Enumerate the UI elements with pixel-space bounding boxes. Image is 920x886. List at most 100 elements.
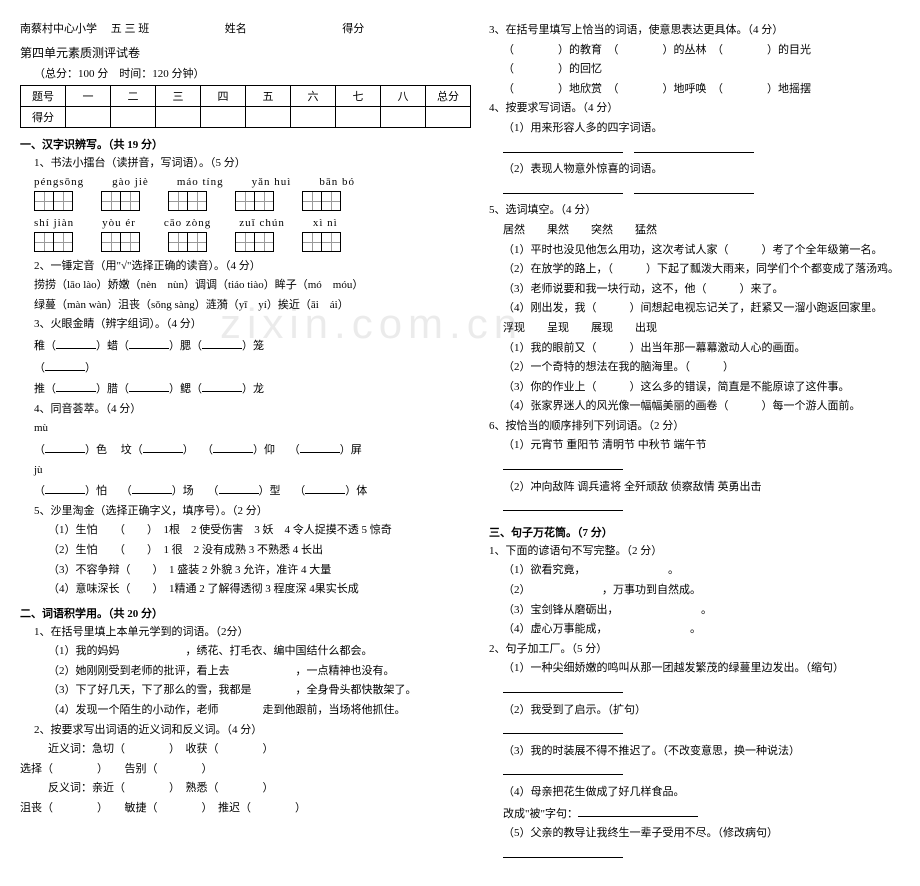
q2-1: 1、在括号里填上本单元学到的词语。（2分） [20,624,445,642]
tianzi-grid [302,191,341,211]
blank-line [475,498,900,518]
blank-line [475,845,900,865]
pinyin: gào jiè [112,176,149,188]
exam-title: 第四单元素质测评试卷 [20,44,445,61]
q2-1d: （4）发现一个陌生的小动作，老师 走到他跟前，当场将他抓住。 [20,702,445,720]
th: 六 [291,86,336,107]
q1-3a: 稚（）蜡（）腮（）笼 [20,336,445,356]
s3q1d: （4）虚心万事能成， 。 [475,621,900,639]
q5c: （3）老师说要和我一块行动，这不，他（ ）来了。 [475,281,900,299]
s3q2a: （1）一种尖细娇嫩的鸣叫从那一团越发繁茂的绿蔓里边发出。（缩句） [475,660,900,678]
q4b: （2）表现人物意外惊喜的词语。 [475,161,900,179]
s3q2e: （5）父亲的教导让我终生一辈子受用不尽。（修改病句） [475,825,900,843]
s3q2d2: 改成"被"字句： [475,804,900,824]
page: 南蔡村中心小学 五 三 班 姓名 得分 第四单元素质测评试卷 （总分：100 分… [20,20,900,866]
blank-line [475,457,900,477]
left-column: 南蔡村中心小学 五 三 班 姓名 得分 第四单元素质测评试卷 （总分：100 分… [20,20,445,866]
th: 二 [111,86,156,107]
q5h: （4）张家界迷人的风光像一幅幅美丽的画卷（ ）每一个游人面前。 [475,398,900,416]
score-table: 题号 一 二 三 四 五 六 七 八 总分 得分 [20,85,471,128]
th: 总分 [426,86,471,107]
q5e: （1）我的眼前又（ ）出当年那一幕幕激动人心的画面。 [475,340,900,358]
tianzi-grid [235,191,274,211]
s3q2b: （2）我受到了启示。（扩句） [475,702,900,720]
s3q2: 2、句子加工厂。（5 分） [475,641,900,659]
q1-4b: （）色 坟（） （）仰 （）屏 [20,440,445,460]
pinyin: shí jiàn [34,217,74,229]
q1-5b: （2）生怕 （ ） 1 很 2 没有成熟 3 不熟悉 4 长出 [20,542,445,560]
blank-line [475,140,900,160]
tianzi-grid [235,232,274,252]
q2-1b: （2）她刚刚受到老师的批评，看上去 ，一点精神也没有。 [20,663,445,681]
right-column: 3、在括号里填写上恰当的词语，使意思表达更具体。（4 分） （ ）的教育 （ ）… [475,20,900,866]
q6a: （1）元宵节 重阳节 清明节 中秋节 端午节 [475,437,900,455]
q5w: 居然 果然 突然 猛然 [475,222,900,240]
q1-1: 1、书法小擂台（读拼音，写词语）。（5 分） [20,155,445,173]
q3b: （ ）的回忆 [475,61,900,79]
q5: 5、选词填空。（4 分） [475,202,900,220]
blank-line [475,680,900,700]
table-row: 题号 一 二 三 四 五 六 七 八 总分 [21,86,471,107]
pinyin: bān bó [319,176,355,188]
th: 八 [381,86,426,107]
s3q2d: （4）母亲把花生做成了好几样食品。 [475,784,900,802]
th: 题号 [21,86,66,107]
pinyin: yǎn huì [252,176,292,188]
th: 一 [66,86,111,107]
q2-2: 2、按要求写出词语的近义词和反义词。（4 分） [20,722,445,740]
q6b: （2）冲向敌阵 调兵遣将 全歼顽敌 侦察敌情 英勇出击 [475,479,900,497]
q1-2: 2、一锤定音（用"√"选择正确的读音）。（4 分） [20,258,445,276]
q5a: （1）平时也没见他怎么用功，这次考试人家（ ）考了个全年级第一名。 [475,242,900,260]
tianzi-grid [101,191,140,211]
section-3-head: 三、句子万花筒。（7 分） [475,524,900,540]
s3q1: 1、下面的谚语句不写完整。（2 分） [475,543,900,561]
q6: 6、按恰当的顺序排列下列词语。（2 分） [475,418,900,436]
tianzi-grid [34,232,73,252]
q2-2d: 沮丧（ ） 敏捷（ ） 推迟（ ） [20,800,445,818]
q1-4: 4、同音荟萃。（4 分） [20,401,445,419]
q2-2a: 近义词：急切（ ） 收获（ ） [20,741,445,759]
q1-3: 3、火眼金睛（辨字组词）。（4 分） [20,316,445,334]
q5b: （2）在放学的路上，（ ）下起了瓢泼大雨来，同学们个个都变成了落汤鸡。 [475,261,900,279]
th: 七 [336,86,381,107]
q1-2a: 捞捞（lāo lào）娇嫩（nèn nùn）调调（tiáo tiào）眸子（mó… [20,277,445,295]
q5d: （4）刚出发，我（ ）间想起电视忘记关了，赶紧又一溜小跑返回家里。 [475,300,900,318]
pinyin-row-2: shí jiàn yòu ér cāo zòng zuǐ chún xì nì [20,217,445,229]
q2-2c: 反义词：亲近（ ） 熟悉（ ） [20,780,445,798]
tianzi-grid [302,232,341,252]
th: 三 [156,86,201,107]
q3: 3、在括号里填写上恰当的词语，使意思表达更具体。（4 分） [475,22,900,40]
score-label: 得分 [342,20,364,36]
blank-line [475,762,900,782]
blank-line [475,721,900,741]
class-name: 五 三 班 [111,20,150,36]
q1-4a: mù [20,420,445,438]
pinyin: xì nì [313,217,338,229]
section-2-head: 二、词语积学用。（共 20 分） [20,605,445,621]
pinyin: máo tíng [177,176,224,188]
q1-2b: 绿蔓（màn wàn）沮丧（sǒng sàng）涟漪（yī yí）挨近（āi á… [20,297,445,315]
name-label: 姓名 [225,20,247,36]
pinyin: cāo zòng [164,217,211,229]
pinyin: péngsōng [34,176,84,188]
q1-4c: jù [20,462,445,480]
q5f: （2）一个奇特的想法在我的脑海里。（ ） [475,359,900,377]
tianzi-grid [168,232,207,252]
q1-3c: 推（）腊（）鳃（）龙 [20,379,445,399]
q2-2b: 选择（ ） 告别（ ） [20,761,445,779]
boxes-row-1 [20,191,445,211]
exam-meta: （总分：100 分 时间：120 分钟） [20,65,445,81]
row-label: 得分 [21,107,66,128]
q2-1c: （3）下了好几天，下了那么的雪，我都是 ，全身骨头都快散架了。 [20,682,445,700]
q4a: （1）用来形容人多的四字词语。 [475,120,900,138]
q3c: （ ）地欣赏 （ ）地呼唤 （ ）地摇摆 [475,81,900,99]
q1-5c: （3）不容争辩（ ） 1 盛装 2 外貌 3 允许，准许 4 大量 [20,562,445,580]
q3a: （ ）的教育 （ ）的丛林 （ ）的目光 [475,42,900,60]
s3q1a: （1）欲看究竟， 。 [475,562,900,580]
pinyin-row-1: péngsōng gào jiè máo tíng yǎn huì bān bó [20,176,445,188]
th: 四 [201,86,246,107]
q1-5a: （1）生怕 （ ） 1根 2 使受伤害 3 妖 4 令人捉摸不透 5 惊奇 [20,522,445,540]
tianzi-grid [101,232,140,252]
th: 五 [246,86,291,107]
s3q2c: （3）我的时装展不得不推迟了。（不改变意思，换一种说法） [475,743,900,761]
